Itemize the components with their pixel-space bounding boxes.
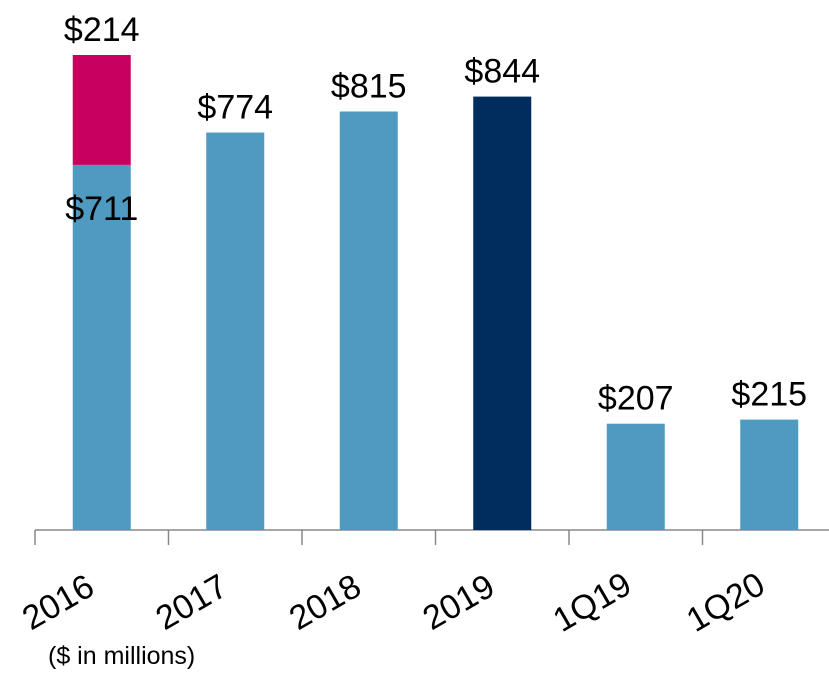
value-label: $215 <box>731 376 807 414</box>
value-label: $774 <box>197 89 273 127</box>
bar-segment <box>473 96 532 530</box>
bar-segment <box>740 419 799 530</box>
x-tick-label: 1Q20 <box>680 565 771 640</box>
x-tick-label: 1Q19 <box>547 565 638 640</box>
x-tick-label: 2019 <box>416 567 501 638</box>
value-label: $844 <box>464 53 540 91</box>
axis-note: ($ in millions) <box>48 642 195 670</box>
x-tick-label: 2018 <box>283 567 368 638</box>
x-tick-label: 2016 <box>16 567 101 638</box>
bar-segment <box>206 132 265 531</box>
bar-segment <box>339 111 398 531</box>
bar-segment <box>72 55 131 165</box>
value-label: $207 <box>598 380 674 418</box>
x-tick-label: 2017 <box>149 567 234 638</box>
value-label: $711 <box>65 190 138 228</box>
value-label: $214 <box>64 11 140 49</box>
bar-segment <box>606 423 665 530</box>
value-label: $815 <box>331 67 407 105</box>
bar-segment <box>72 164 131 530</box>
